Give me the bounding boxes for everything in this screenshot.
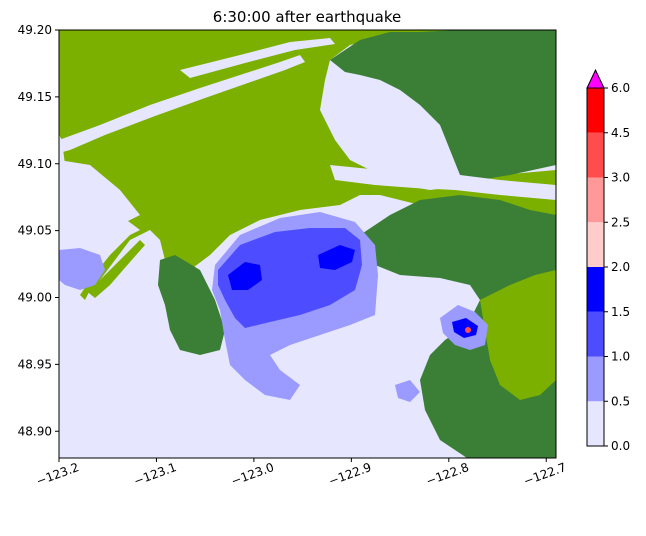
y-tick-label: 49.05 <box>18 224 52 238</box>
x-tick-label: −122.9 <box>327 460 374 488</box>
colorbar-segment <box>587 267 604 312</box>
x-axis: −123.2 −123.1 −123.0 −122.9 −122.8 −122.7 <box>34 458 568 488</box>
colorbar-label: 0.5 <box>611 394 630 408</box>
colorbar: 0.0 0.5 1.0 1.5 2.0 2.5 3.0 4.5 6.0 <box>586 68 630 453</box>
plot-frame <box>58 29 557 459</box>
colorbar-label: 1.0 <box>611 350 630 364</box>
colorbar-segment <box>587 401 604 446</box>
water-zone-level3 <box>228 262 262 290</box>
colorbar-label: 6.0 <box>611 81 630 95</box>
chart-title: 6:30:00 after earthquake <box>213 8 401 26</box>
y-tick-label: 49.15 <box>18 90 52 104</box>
y-tick-label: 49.20 <box>18 23 52 37</box>
colorbar-label: 4.5 <box>611 126 630 140</box>
colorbar-extend-arrow <box>586 68 605 89</box>
water-zone-blaine-core <box>452 318 478 338</box>
colorbar-segment <box>587 132 604 178</box>
y-tick-label: 49.10 <box>18 157 52 171</box>
x-tick-label: −123.2 <box>34 460 81 488</box>
x-tick-label: −123.0 <box>229 460 276 488</box>
river-branch <box>180 38 335 78</box>
water-zone-south <box>395 380 420 402</box>
y-axis: 49.20 49.15 49.10 49.05 49.00 48.95 48.90 <box>18 23 59 438</box>
colorbar-segment <box>587 311 604 357</box>
x-tick-label: −122.8 <box>424 460 471 488</box>
highland-east <box>360 195 556 458</box>
water-zone-level3b <box>318 245 355 270</box>
highland-northeast <box>330 30 556 180</box>
colorbar-segment <box>587 222 604 267</box>
y-tick-label: 49.00 <box>18 291 52 305</box>
river-east <box>330 165 556 200</box>
colorbar-segment <box>587 177 604 223</box>
western-beach <box>59 248 105 290</box>
colorbar-segment <box>587 356 604 402</box>
colorbar-segment <box>587 88 604 133</box>
colorbar-label: 2.0 <box>611 260 630 274</box>
x-tick-label: −122.7 <box>522 460 569 488</box>
highland-point-roberts <box>158 255 225 355</box>
x-tick-label: −123.1 <box>132 460 179 488</box>
flats-west <box>59 160 140 225</box>
colorbar-label: 0.0 <box>611 439 630 453</box>
y-tick-label: 48.90 <box>18 424 52 438</box>
water-zone-blaine-peak <box>465 327 471 333</box>
lowland-southeast <box>480 270 556 400</box>
colorbar-label: 1.5 <box>611 305 630 319</box>
colorbar-label: 3.0 <box>611 171 630 185</box>
colorbar-label: 2.5 <box>611 215 630 229</box>
river-channel <box>59 55 305 153</box>
y-tick-label: 48.95 <box>18 357 52 371</box>
causeway <box>85 240 145 298</box>
map-plot-area <box>59 30 556 458</box>
